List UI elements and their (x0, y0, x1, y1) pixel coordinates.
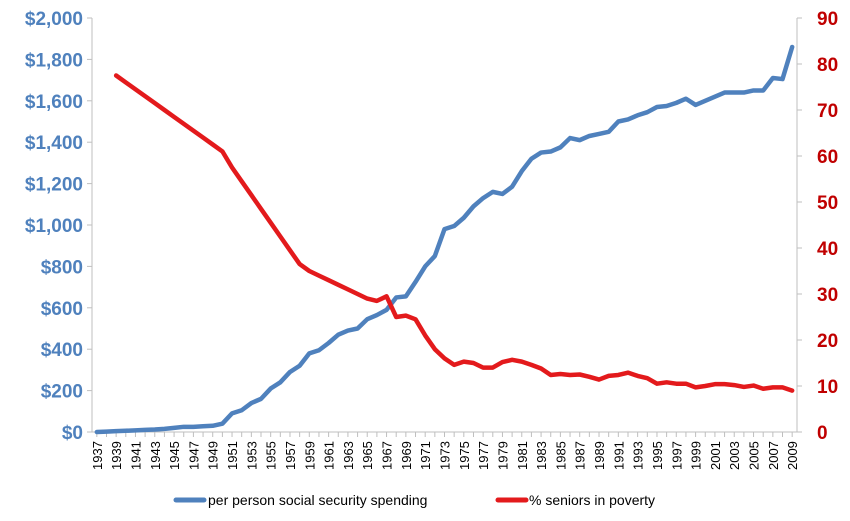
left-tick-label: $1,200 (25, 175, 83, 196)
x-tick-label: 1971 (418, 441, 433, 470)
right-tick-label: 60 (817, 147, 838, 168)
x-tick-label: 1979 (495, 441, 510, 470)
x-tick-label: 2007 (766, 441, 781, 470)
x-tick-label: 1949 (206, 441, 221, 470)
right-tick-label: 10 (817, 377, 838, 398)
x-tick-label: 1985 (553, 441, 568, 470)
series-line-spending (94, 44, 795, 435)
x-tick-label: 1953 (244, 441, 259, 470)
left-tick-label: $1,600 (25, 92, 83, 113)
x-tick-label: 1961 (322, 441, 337, 470)
right-tick-label: 90 (817, 9, 838, 30)
left-tick-label: $2,000 (25, 9, 83, 30)
x-tick-label: 1997 (669, 441, 684, 470)
right-tick-label: 80 (817, 55, 838, 76)
right-tick-label: 30 (817, 285, 838, 306)
x-tick-label: 1993 (631, 441, 646, 470)
x-tick-label: 1981 (515, 441, 530, 470)
x-tick-label: 1989 (592, 441, 607, 470)
x-tick-label: 1999 (689, 441, 704, 470)
x-tick-label: 1939 (109, 441, 124, 470)
x-tick-label: 1983 (534, 441, 549, 470)
x-tick-label: 1987 (573, 441, 588, 470)
left-tick-label: $1,800 (25, 50, 83, 71)
left-tick-label: $0 (62, 423, 83, 444)
right-tick-label: 50 (817, 193, 838, 214)
left-tick-label: $1,000 (25, 216, 83, 237)
x-axis: 1937 1939 1941 1943 1945 1947 1949 1951 1953 1955… (90, 432, 800, 470)
legend-label-spending: per person social security spending (208, 492, 427, 508)
x-tick-label: 2001 (708, 441, 723, 470)
x-tick-label: 1959 (302, 441, 317, 470)
left-tick-label: $200 (41, 382, 83, 403)
x-tick-label: 1943 (148, 441, 163, 470)
series-line-poverty (113, 73, 795, 393)
left-y-axis: $0 $200 $400 $600 $800 $1,000 $1,200 $1,400 $1,6… (25, 9, 92, 444)
x-tick-label: 1941 (128, 441, 143, 470)
x-tick-label: 1955 (264, 441, 279, 470)
x-tick-label: 2003 (727, 441, 742, 470)
x-tick-label: 1969 (399, 441, 414, 470)
right-tick-label: 40 (817, 239, 838, 260)
right-tick-label: 20 (817, 331, 838, 352)
x-tick-label: 1965 (360, 441, 375, 470)
series-layer (94, 44, 795, 435)
right-tick-label: 0 (817, 423, 828, 444)
x-tick-label: 1991 (611, 441, 626, 470)
left-tick-label: $800 (41, 257, 83, 278)
x-tick-label: 1945 (167, 441, 182, 470)
x-tick-label: 2009 (785, 441, 800, 470)
x-tick-label: 2005 (747, 441, 762, 470)
x-tick-label: 1977 (476, 441, 491, 470)
right-y-axis: 0 10 20 30 40 50 60 70 80 90 (797, 9, 838, 444)
x-tick-label: 1937 (90, 441, 105, 470)
left-tick-label: $1,400 (25, 133, 83, 154)
legend: per person social security spending % se… (173, 492, 655, 508)
x-tick-label: 1973 (438, 441, 453, 470)
x-tick-label: 1947 (186, 441, 201, 470)
x-tick-label: 1967 (380, 441, 395, 470)
plot-area (91, 18, 798, 433)
legend-label-poverty: % seniors in poverty (529, 492, 655, 508)
x-tick-label: 1975 (457, 441, 472, 470)
x-tick-label: 1963 (341, 441, 356, 470)
x-tick-label: 1951 (225, 441, 240, 470)
left-tick-label: $400 (41, 340, 83, 361)
left-tick-label: $600 (41, 299, 83, 320)
x-tick-label: 1957 (283, 441, 298, 470)
x-tick-label: 1995 (650, 441, 665, 470)
right-tick-label: 70 (817, 101, 838, 122)
